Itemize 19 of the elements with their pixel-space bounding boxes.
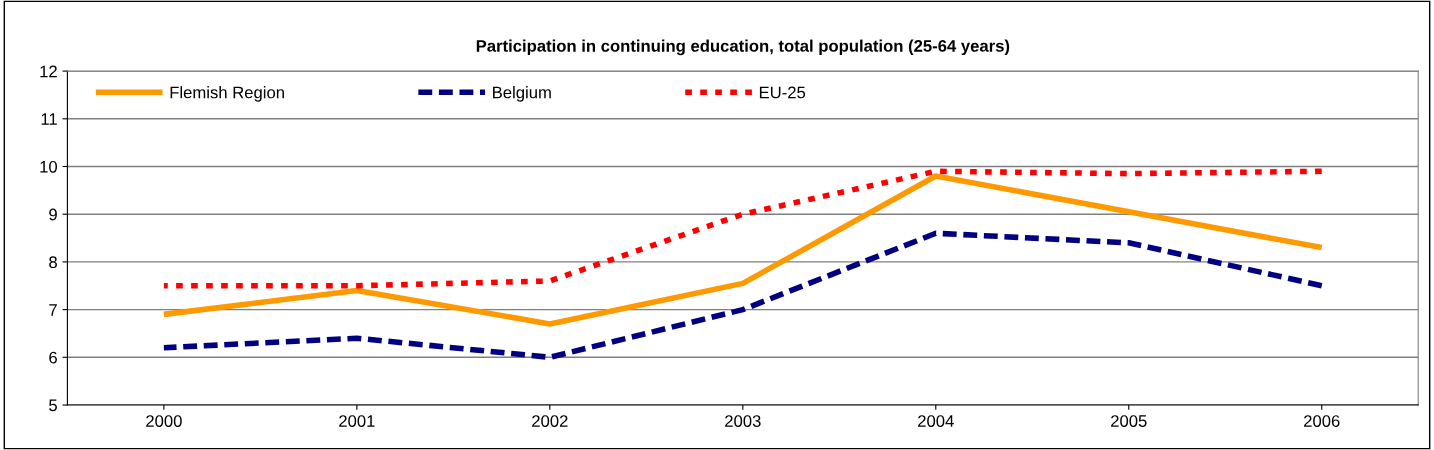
y-tick-label: 9: [49, 208, 57, 221]
y-tick-label: 12: [40, 65, 57, 78]
legend-label: EU-25: [759, 86, 806, 99]
chart-title: Participation in continuing education, total population (25-64 years): [476, 39, 1010, 56]
x-tick-label: 2006: [1304, 415, 1340, 427]
x-tick-label: 2001: [339, 415, 375, 427]
x-tick-label: 2002: [532, 415, 568, 427]
x-tick-label: 2005: [1111, 415, 1147, 427]
y-tick-label: 6: [49, 351, 57, 364]
y-tick-label: 7: [49, 304, 57, 316]
x-tick-label: 2004: [918, 415, 954, 427]
legend-label: Flemish Region: [170, 86, 284, 102]
y-tick-label: 8: [49, 256, 57, 269]
x-tick-label: 2003: [725, 415, 761, 427]
y-tick-label: 5: [49, 399, 57, 412]
x-tick-label: 2000: [146, 415, 182, 427]
y-tick-label: 10: [40, 160, 58, 173]
y-tick-label: 11: [41, 113, 57, 125]
legend-label: Belgium: [493, 86, 551, 102]
